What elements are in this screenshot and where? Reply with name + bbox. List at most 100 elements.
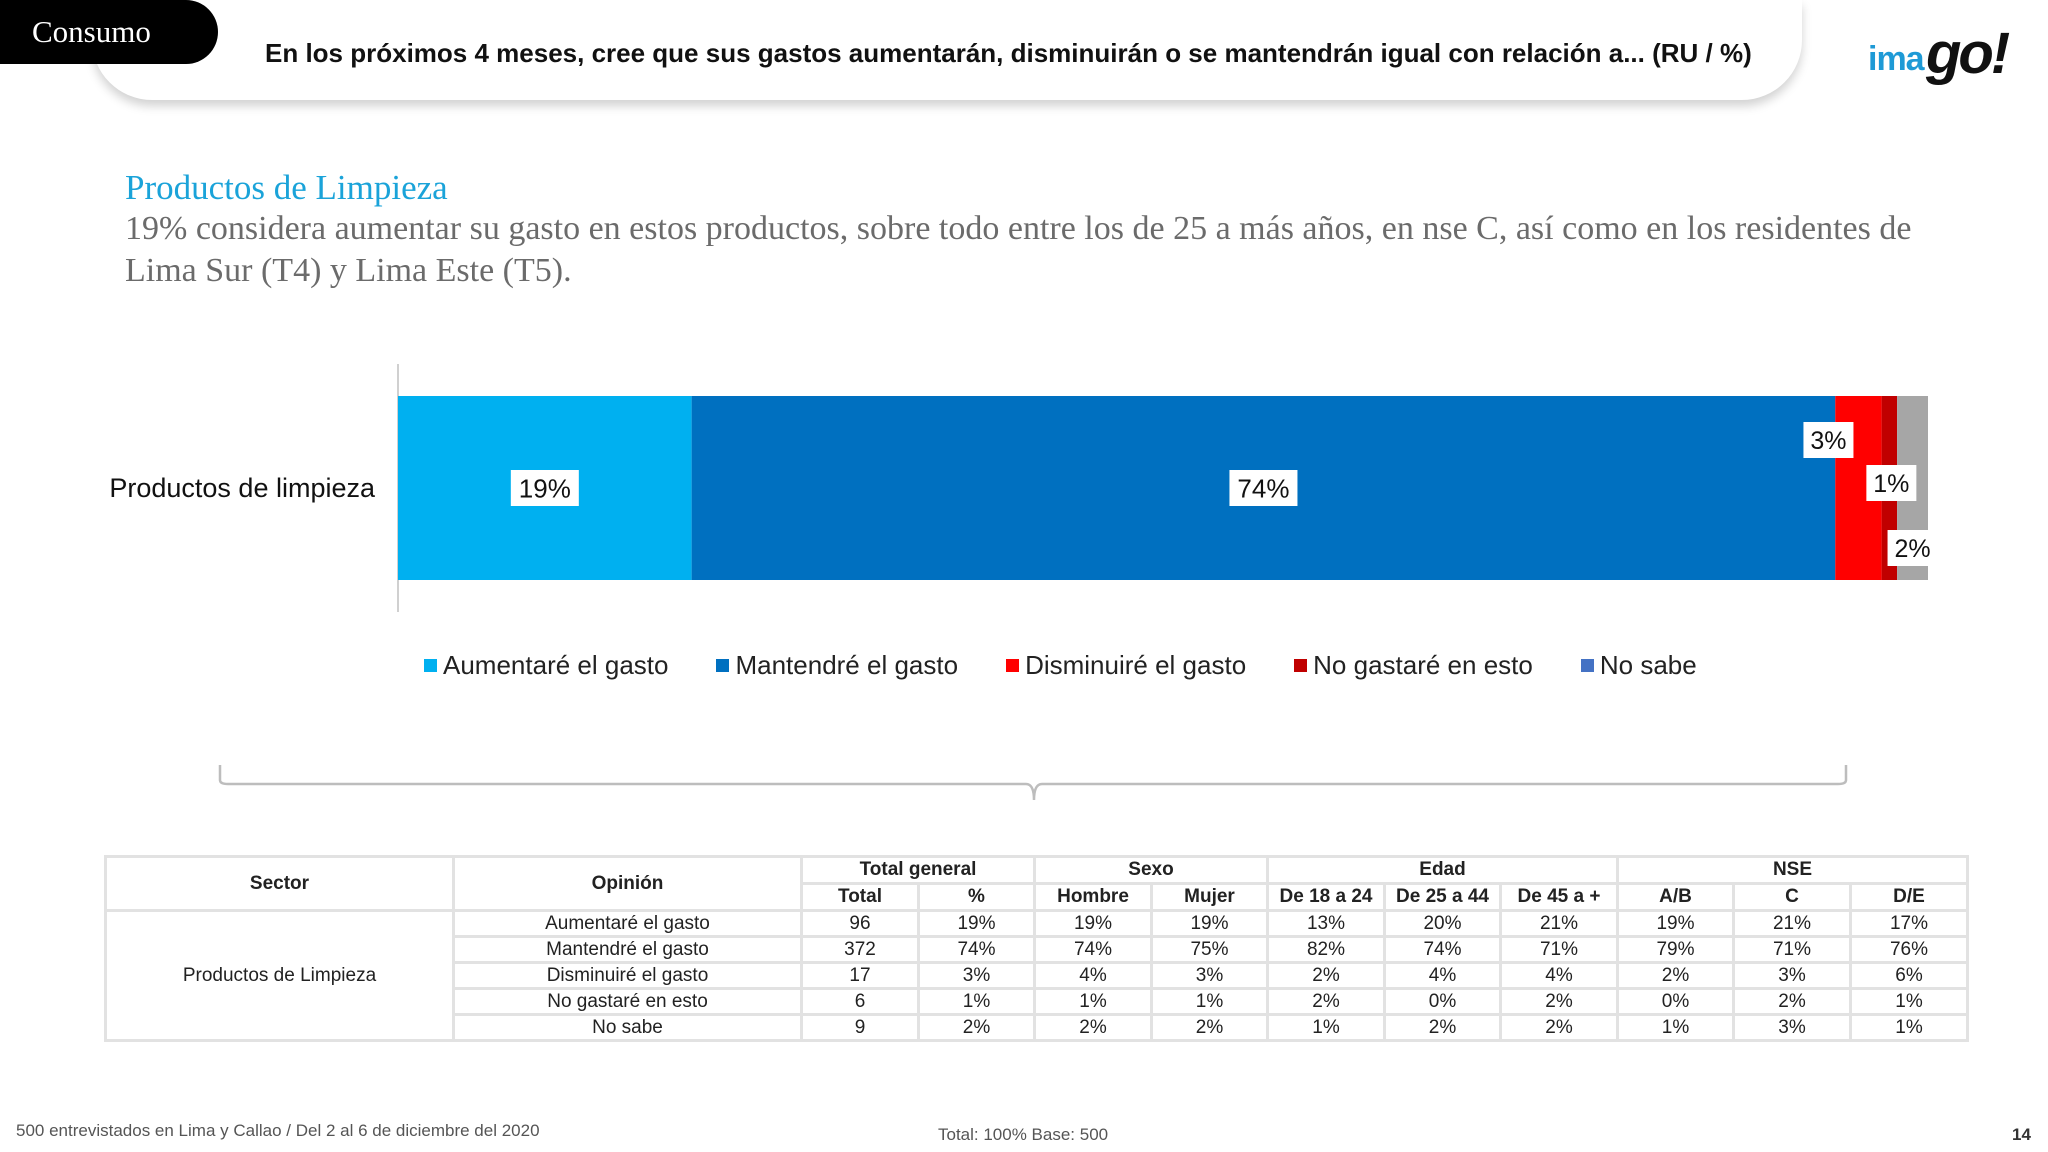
crosstab-table: Sector Opinión Total general Sexo Edad NSE Tot… — [104, 855, 1969, 1042]
value-cell: 2% — [1266, 961, 1386, 990]
header-sub: De 18 a 24 — [1266, 882, 1386, 912]
value-cell: 3% — [1732, 961, 1852, 990]
value-cell: 2% — [1266, 987, 1386, 1016]
value-cell: 2% — [1732, 987, 1852, 1016]
header-group-2: Sexo — [1033, 855, 1269, 885]
header-sector: Sector — [104, 855, 455, 912]
legend-label: Aumentaré el gasto — [443, 650, 669, 680]
header-sub: Hombre — [1033, 882, 1153, 912]
data-label-bg-1 — [510, 470, 579, 506]
value-cell: 19% — [917, 909, 1036, 938]
section-tag: Consumo — [0, 0, 218, 64]
header-group-4: NSE — [1616, 855, 1969, 885]
value-cell: 3% — [917, 961, 1036, 990]
opinion-cell: No sabe — [452, 1013, 803, 1042]
subtitle-heading: Productos de Limpieza — [125, 168, 448, 207]
legend-item-5: No sabe — [1580, 650, 1697, 681]
value-cell: 79% — [1616, 935, 1735, 964]
legend-label: Mantendré el gasto — [735, 650, 959, 680]
data-label-bg-5 — [1887, 530, 1938, 566]
table-row: No sabe 9 2% 2% 2% 1% 2% 2% 1% 3% 1% — [106, 1013, 1969, 1042]
chart-legend: Aumentaré el gasto Mantendré el gasto Dism… — [424, 650, 1745, 681]
value-cell: 82% — [1266, 935, 1386, 964]
table-row: No gastaré en esto 6 1% 1% 1% 2% 0% 2% 0% 2% 1% — [106, 987, 1969, 1016]
value-cell: 2% — [1150, 1013, 1269, 1042]
legend-item-4: No gastaré en esto — [1294, 650, 1533, 681]
header-sub: De 25 a 44 — [1383, 882, 1502, 912]
data-label-bg-3 — [1803, 422, 1854, 458]
legend-swatch — [1294, 659, 1308, 672]
legend-label: Disminuiré el gasto — [1025, 650, 1247, 680]
data-label-bg-4 — [1866, 465, 1917, 501]
value-cell: 71% — [1732, 935, 1852, 964]
logo-ima-text: ima — [1868, 40, 1925, 78]
value-cell: 2% — [1383, 1013, 1502, 1042]
value-cell: 3% — [1732, 1013, 1852, 1042]
data-label-bg-2 — [1229, 470, 1298, 506]
value-cell: 2% — [917, 1013, 1036, 1042]
value-cell: 4% — [1033, 961, 1153, 990]
legend-label: No gastaré en esto — [1313, 650, 1533, 680]
value-cell: 19% — [1616, 909, 1735, 938]
data-label-1: 19% — [519, 473, 571, 503]
subtitle-body: 19% considera aumentar su gasto en estos… — [125, 210, 1912, 289]
legend-item-3: Disminuiré el gasto — [1006, 650, 1246, 681]
value-cell: 13% — [1266, 909, 1386, 938]
header-sub: D/E — [1849, 882, 1969, 912]
value-cell: 1% — [1150, 987, 1269, 1016]
legend-label: No sabe — [1599, 650, 1697, 680]
header-sub: % — [917, 882, 1036, 912]
legend-swatch — [1580, 659, 1594, 672]
value-cell: 1% — [917, 987, 1036, 1016]
opinion-cell: Disminuiré el gasto — [452, 961, 803, 990]
header-group-1: Total general — [800, 855, 1036, 885]
value-cell: 1% — [1849, 1013, 1969, 1042]
header-sub: Total — [800, 882, 920, 912]
value-cell: 1% — [1033, 987, 1153, 1016]
value-cell: 1% — [1849, 987, 1969, 1016]
table-row: Disminuiré el gasto 17 3% 4% 3% 2% 4% 4% 2% 3% 6% — [106, 961, 1969, 990]
sector-cell: Productos de Limpieza — [104, 909, 455, 1042]
value-cell: 75% — [1150, 935, 1269, 964]
value-cell: 4% — [1383, 961, 1502, 990]
value-cell: 20% — [1383, 909, 1502, 938]
header-sub: Mujer — [1150, 882, 1269, 912]
value-cell: 6% — [1849, 961, 1969, 990]
header-sub: C — [1732, 882, 1852, 912]
value-cell: 74% — [1383, 935, 1502, 964]
legend-item-1: Aumentaré el gasto — [424, 650, 668, 681]
value-cell: 19% — [1033, 909, 1153, 938]
header-sub: A/B — [1616, 882, 1735, 912]
opinion-cell: No gastaré en esto — [452, 987, 803, 1016]
value-cell: 1% — [1616, 1013, 1735, 1042]
header-opinion: Opinión — [452, 855, 803, 912]
opinion-cell: Mantendré el gasto — [452, 935, 803, 964]
value-cell: 2% — [1499, 987, 1619, 1016]
legend-swatch — [716, 659, 730, 672]
value-cell: 19% — [1150, 909, 1269, 938]
value-cell: 74% — [917, 935, 1036, 964]
data-label-5: 2% — [1894, 535, 1930, 563]
page-number: 14 — [2012, 1125, 2031, 1144]
value-cell: 0% — [1383, 987, 1502, 1016]
header-group-3: Edad — [1266, 855, 1619, 885]
value-cell: 76% — [1849, 935, 1969, 964]
value-cell: 96 — [800, 909, 920, 938]
opinion-cell: Aumentaré el gasto — [452, 909, 803, 938]
value-cell: 2% — [1616, 961, 1735, 990]
value-cell: 3% — [1150, 961, 1269, 990]
value-cell: 71% — [1499, 935, 1619, 964]
data-label-2: 74% — [1237, 473, 1289, 503]
header-bar — [92, 0, 1802, 100]
value-cell: 372 — [800, 935, 920, 964]
legend-item-2: Mantendré el gasto — [716, 650, 958, 681]
data-label-3: 3% — [1810, 427, 1846, 455]
value-cell: 6 — [800, 987, 920, 1016]
value-cell: 21% — [1732, 909, 1852, 938]
value-cell: 4% — [1499, 961, 1619, 990]
header-sub: De 45 a + — [1499, 882, 1619, 912]
footer-base-info: Total: 100% Base: 500 — [938, 1125, 1109, 1144]
table-row: Mantendré el gasto 372 74% 74% 75% 82% 74% 71% 7… — [106, 935, 1969, 964]
table-row: Productos de Limpieza Aumentaré el gasto 9… — [104, 909, 1969, 1042]
